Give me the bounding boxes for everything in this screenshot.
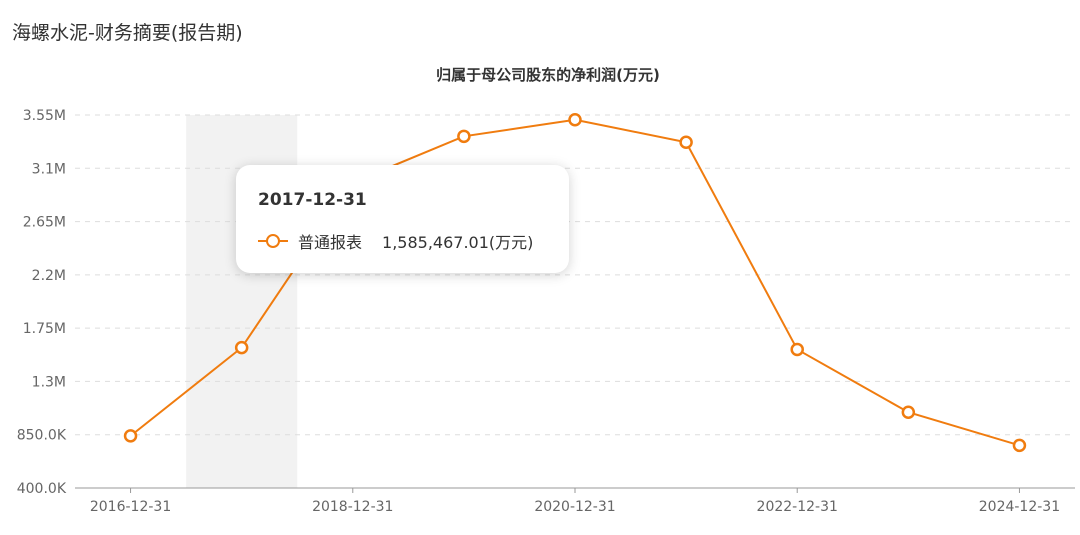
chart-title: 归属于母公司股东的净利润(万元) xyxy=(436,66,660,84)
x-tick-label: 2024-12-31 xyxy=(979,499,1060,515)
y-tick-label: 850.0K xyxy=(17,428,67,444)
data-point[interactable] xyxy=(123,429,138,443)
tooltip-series-name: 普通报表 xyxy=(298,233,363,252)
y-tick-label: 1.3M xyxy=(32,374,66,390)
y-tick-label: 2.2M xyxy=(32,268,66,284)
x-tick-label: 2020-12-31 xyxy=(534,499,615,515)
y-tick-label: 3.55M xyxy=(23,108,66,124)
y-tick-label: 2.65M xyxy=(23,215,66,231)
tooltip-value: 1,585,467.01(万元) xyxy=(382,233,534,252)
x-tick-label: 2018-12-31 xyxy=(312,499,393,515)
data-point[interactable] xyxy=(457,129,471,144)
data-point[interactable] xyxy=(1012,438,1027,453)
x-tick-label: 2022-12-31 xyxy=(757,499,838,515)
y-tick-label: 3.1M xyxy=(32,161,66,177)
data-point[interactable] xyxy=(679,135,693,149)
y-tick-label: 400.0K xyxy=(17,481,67,497)
y-tick-label: 1.75M xyxy=(23,321,66,337)
data-point[interactable] xyxy=(790,342,804,357)
data-point[interactable] xyxy=(234,340,249,355)
x-tick-label: 2016-12-31 xyxy=(90,499,171,515)
data-point[interactable] xyxy=(901,405,916,419)
data-point[interactable] xyxy=(568,112,582,127)
tooltip: 2017-12-31 普通报表 1,585,467.01(万元) xyxy=(236,165,569,273)
tooltip-date: 2017-12-31 xyxy=(258,190,367,210)
page-title: 海螺水泥-财务摘要(报告期) xyxy=(12,22,243,44)
series-marker-icon xyxy=(258,233,288,249)
tooltip-row: 普通报表 1,585,467.01(万元) xyxy=(258,229,533,253)
